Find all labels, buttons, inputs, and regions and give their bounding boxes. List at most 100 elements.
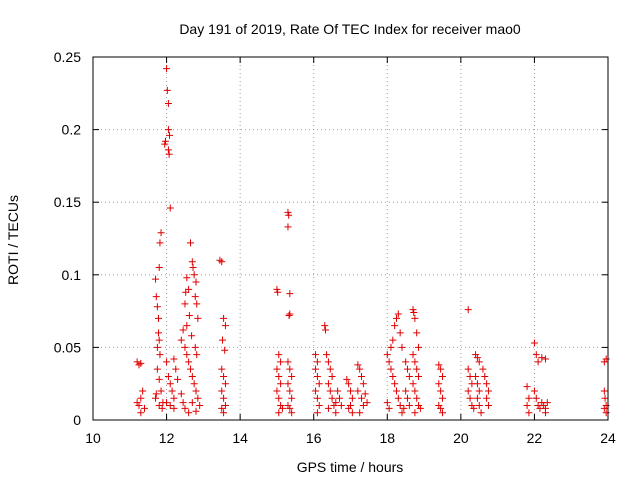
data-point <box>389 372 397 380</box>
data-point <box>541 409 549 417</box>
data-point <box>405 372 413 380</box>
data-point <box>182 288 190 296</box>
data-point <box>392 387 400 395</box>
data-point <box>157 387 165 395</box>
x-tick-label: 16 <box>306 430 322 446</box>
data-point <box>404 365 412 373</box>
data-point <box>221 322 229 330</box>
data-point <box>396 329 404 337</box>
data-point <box>185 285 193 293</box>
data-point <box>405 401 413 409</box>
data-point <box>409 351 417 359</box>
data-point <box>472 372 480 380</box>
data-point <box>363 399 371 407</box>
data-point <box>190 380 198 388</box>
data-point <box>361 390 369 398</box>
data-point <box>161 137 169 145</box>
data-point <box>191 343 199 351</box>
data-point <box>402 358 410 366</box>
data-point <box>164 126 172 134</box>
data-point <box>155 264 163 272</box>
data-point <box>179 399 187 407</box>
data-point <box>475 387 483 395</box>
data-point <box>328 372 336 380</box>
data-point <box>530 387 538 395</box>
data-point <box>383 351 391 359</box>
data-point <box>183 274 191 282</box>
data-point <box>347 387 354 395</box>
data-point <box>275 372 283 380</box>
data-point <box>437 387 445 395</box>
data-point <box>170 404 178 412</box>
data-point <box>475 401 483 409</box>
data-point <box>600 404 608 412</box>
data-point <box>358 394 366 402</box>
data-point <box>438 372 446 380</box>
data-point <box>483 394 491 402</box>
data-point <box>183 351 191 359</box>
data-point <box>158 404 166 412</box>
data-point <box>470 404 478 412</box>
data-point <box>601 394 609 402</box>
data-point <box>181 404 189 412</box>
data-point <box>181 300 189 308</box>
data-point <box>188 332 196 340</box>
data-point <box>155 336 163 344</box>
data-point <box>193 300 201 308</box>
data-point <box>166 401 174 409</box>
data-point <box>170 394 178 402</box>
data-point <box>415 372 423 380</box>
data-point <box>288 394 296 402</box>
data-point <box>312 387 320 395</box>
x-tick-label: 10 <box>85 430 101 446</box>
data-point <box>165 150 173 158</box>
data-point <box>273 285 281 293</box>
data-point <box>324 404 332 412</box>
data-point <box>538 354 546 362</box>
data-point <box>152 293 160 301</box>
data-point <box>391 380 399 388</box>
data-point <box>387 365 395 373</box>
data-point <box>332 409 340 417</box>
data-point <box>396 401 404 409</box>
data-point <box>154 329 162 337</box>
data-point <box>137 409 145 417</box>
data-point <box>334 387 342 395</box>
data-point <box>473 394 481 402</box>
data-point <box>186 365 194 373</box>
data-point <box>359 380 367 388</box>
data-point <box>323 351 331 359</box>
data-point <box>394 310 402 318</box>
data-point <box>385 404 393 412</box>
data-point <box>153 303 161 311</box>
data-point <box>135 401 143 409</box>
data-point <box>152 390 160 398</box>
data-point <box>321 326 329 334</box>
data-point <box>196 401 204 409</box>
data-point <box>313 394 321 402</box>
data-point <box>464 365 472 373</box>
data-point <box>525 409 533 417</box>
data-point <box>166 204 174 212</box>
data-point <box>410 309 418 317</box>
data-point <box>274 288 282 296</box>
data-point <box>216 256 224 264</box>
data-point <box>475 358 483 366</box>
data-point <box>398 409 406 417</box>
data-point <box>288 372 296 380</box>
y-tick-label: 0.15 <box>54 194 81 210</box>
y-tick-label: 0.2 <box>62 122 82 138</box>
data-point <box>275 409 283 417</box>
data-point <box>163 399 171 407</box>
data-point <box>164 99 172 107</box>
data-point <box>284 223 292 231</box>
data-point <box>192 407 200 415</box>
data-point <box>438 409 446 417</box>
data-point <box>324 380 332 388</box>
data-point <box>523 401 531 409</box>
data-point <box>277 358 285 366</box>
data-point <box>170 355 178 363</box>
data-point <box>286 290 294 298</box>
data-points <box>133 65 610 417</box>
data-point <box>137 394 145 402</box>
